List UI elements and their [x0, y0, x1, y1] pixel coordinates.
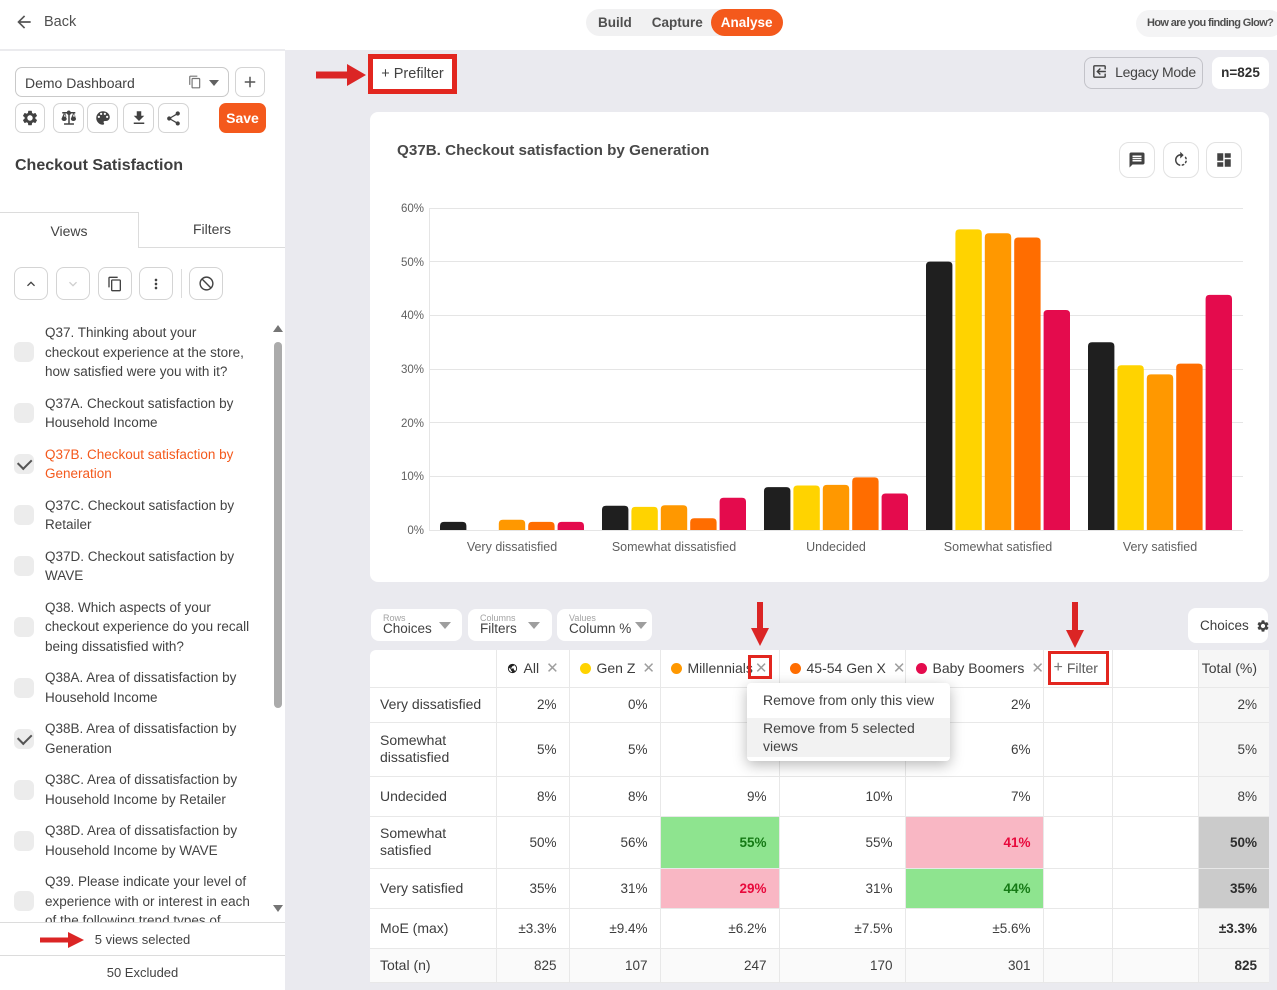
svg-text:Very satisfied: Very satisfied: [1123, 540, 1197, 554]
svg-text:20%: 20%: [401, 418, 424, 430]
svg-text:Somewhat dissatisfied: Somewhat dissatisfied: [612, 540, 736, 554]
svg-text:60%: 60%: [401, 203, 424, 215]
svg-text:0%: 0%: [407, 525, 424, 537]
svg-text:40%: 40%: [401, 310, 424, 322]
svg-text:Somewhat satisfied: Somewhat satisfied: [944, 540, 1052, 554]
svg-text:50%: 50%: [401, 257, 424, 269]
svg-text:Very dissatisfied: Very dissatisfied: [467, 540, 557, 554]
svg-text:30%: 30%: [401, 364, 424, 376]
svg-text:10%: 10%: [401, 471, 424, 483]
svg-text:Undecided: Undecided: [806, 540, 866, 554]
